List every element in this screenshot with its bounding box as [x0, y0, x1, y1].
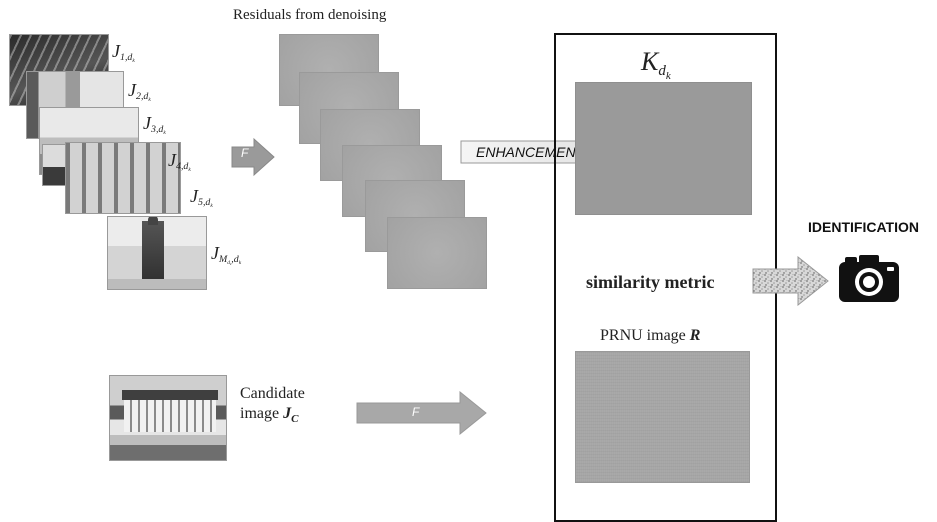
filter-arrow-bottom: [356, 391, 487, 435]
input-image-5: [65, 142, 181, 214]
camera-icon: [839, 255, 899, 302]
prnu-image-label: PRNU image R: [600, 327, 701, 344]
church-tower-shape: [142, 217, 164, 283]
label-j2: J2,dk: [128, 80, 151, 104]
label-j5: J5,dk: [190, 186, 213, 210]
label-j1: J1,dk: [112, 41, 135, 65]
fingerprint-image: [575, 82, 752, 215]
label-j4: J4,dk: [168, 150, 191, 174]
fingerprint-title: Kdk: [641, 47, 671, 83]
identification-label: IDENTIFICATION: [808, 219, 919, 235]
enhancement-label: ENHANCEMENT: [476, 144, 585, 160]
label-jm: JMdk,dk: [211, 243, 242, 267]
castle-shape: [124, 396, 216, 432]
castle-roof-shape: [122, 390, 218, 400]
candidate-image: [109, 375, 227, 461]
filter-arrow-top: [231, 137, 275, 177]
residual-6: [387, 217, 487, 289]
candidate-label: Candidate image JC: [240, 385, 305, 425]
label-j3: J3,dk: [143, 113, 166, 137]
similarity-arrow: [752, 256, 829, 306]
filter-label-top: F: [241, 146, 249, 160]
input-image-m: [107, 216, 207, 290]
rooftop-shape: [108, 279, 206, 289]
prnu-image: [575, 351, 750, 483]
filter-label-bottom: F: [412, 405, 420, 419]
residuals-title: Residuals from denoising: [233, 7, 387, 23]
similarity-metric-label: similarity metric: [586, 272, 715, 292]
